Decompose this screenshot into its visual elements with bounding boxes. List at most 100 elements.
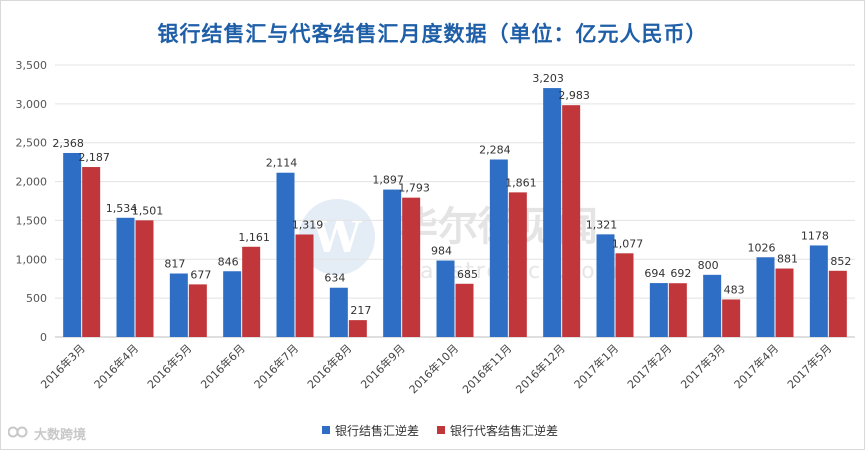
bar-series-2: [455, 283, 474, 337]
legend-swatch: [322, 426, 330, 434]
x-tick-label: 2017年1月: [571, 341, 621, 391]
bar-series-2: [402, 197, 421, 337]
data-label: 1,534: [106, 202, 138, 215]
data-label: 634: [324, 272, 345, 285]
legend-item-series-2: 银行代客结售汇逆差: [437, 422, 558, 439]
bar-series-1: [436, 260, 455, 337]
data-label: 677: [190, 268, 211, 281]
grid: [55, 64, 855, 338]
x-tick-label: 2017年4月: [731, 341, 781, 391]
bar-series-2: [348, 320, 367, 337]
y-tick-label: 0: [40, 331, 47, 344]
data-label: 2,284: [479, 144, 511, 157]
bar-series-2: [668, 283, 687, 337]
bar-series-1: [756, 257, 775, 337]
x-tick-label: 2016年9月: [358, 341, 408, 391]
y-tick-label: 1,000: [16, 253, 48, 266]
data-label: 1,161: [238, 231, 270, 244]
x-tick-label: 2016年6月: [198, 341, 248, 391]
data-label: 1,897: [372, 174, 404, 187]
y-tick-label: 1,500: [16, 214, 48, 227]
x-axis: 2016年3月 2016年4月 2016年5月 2016年6月 2016年7月 2016年…: [38, 341, 835, 396]
x-tick-label: 2016年11月: [459, 341, 514, 396]
bar-series-1: [276, 172, 295, 337]
x-tick-label: 2016年12月: [513, 341, 568, 396]
brand-logo-icon: [7, 425, 30, 443]
bar-series-1: [63, 152, 82, 337]
data-label: 1,501: [132, 204, 164, 217]
x-tick-label: 2017年2月: [624, 341, 674, 391]
bar-series-1: [383, 189, 402, 337]
data-label: 984: [431, 245, 452, 258]
data-label: 217: [350, 304, 371, 317]
bar-series-2: [828, 270, 847, 337]
data-label: 1,321: [586, 218, 618, 231]
bar-series-1: [809, 245, 828, 337]
bar-series-2: [615, 253, 634, 337]
data-label: 1178: [801, 229, 829, 242]
x-tick-label: 2016年10月: [406, 341, 461, 396]
x-tick-label: 2016年5月: [144, 341, 194, 391]
legend-label: 银行结售汇逆差: [335, 423, 420, 438]
data-label: 1,861: [505, 176, 537, 189]
x-tick-label: 2016年3月: [38, 341, 88, 391]
chart-title: 银行结售汇与代客结售汇月度数据（单位：亿元人民币）: [157, 22, 708, 46]
bar-series-1: [223, 271, 242, 337]
bar-series-2: [242, 246, 261, 337]
bar-series-2: [295, 234, 314, 337]
data-label: 1,077: [612, 237, 644, 250]
bar-series-2: [508, 192, 527, 337]
bar-series-1: [329, 287, 348, 337]
x-tick-label: 2016年7月: [251, 341, 301, 391]
bar-series-2: [188, 284, 207, 337]
bar-series-1: [596, 234, 615, 337]
bar-series-2: [562, 105, 581, 337]
bars: [63, 88, 847, 337]
data-label: 852: [830, 255, 851, 268]
legend-label: 银行代客结售汇逆差: [450, 423, 559, 438]
legend-item-series-1: 银行结售汇逆差: [322, 422, 419, 439]
data-label: 1026: [748, 241, 776, 254]
bar-series-1: [543, 88, 562, 337]
y-tick-label: 2,000: [16, 176, 48, 189]
data-label: 2,114: [266, 157, 298, 170]
corner-watermark: 大数跨境: [7, 424, 87, 443]
data-label: 817: [164, 258, 185, 271]
bar-series-2: [82, 167, 101, 337]
corner-watermark-text: 大数跨境: [34, 428, 87, 443]
data-label: 881: [777, 253, 798, 266]
y-tick-label: 3,000: [16, 98, 48, 111]
bar-series-1: [649, 283, 668, 337]
data-label: 685: [457, 268, 478, 281]
legend: 银行结售汇逆差 银行代客结售汇逆差: [322, 421, 558, 439]
bar-series-1: [169, 273, 188, 337]
bar-series-2: [775, 268, 794, 337]
bar-series-1: [489, 159, 508, 337]
data-label: 694: [644, 267, 665, 280]
data-label: 692: [670, 267, 691, 280]
bar-series-2: [722, 299, 741, 337]
data-label: 1,793: [398, 182, 430, 195]
x-tick-label: 2017年3月: [678, 341, 728, 391]
y-axis: 0 500 1,000 1,500 2,000 2,500 3,000 3,500: [16, 59, 48, 344]
data-label: 483: [724, 283, 745, 296]
data-label: 846: [218, 255, 239, 268]
wallstreetcn-logo-icon: [299, 199, 375, 275]
x-tick-label: 2016年8月: [304, 341, 354, 391]
data-label: 3,203: [532, 72, 564, 85]
data-label: 2,187: [78, 151, 110, 164]
x-tick-label: 2016年4月: [91, 341, 141, 391]
data-label: 1,319: [292, 218, 324, 231]
y-tick-label: 3,500: [16, 59, 48, 72]
data-label: 2,368: [52, 137, 84, 150]
legend-swatch: [437, 426, 446, 434]
bar-series-1: [116, 217, 135, 337]
bar-series-1: [703, 274, 722, 337]
data-label: 2,983: [558, 89, 590, 102]
y-tick-label: 500: [26, 292, 47, 305]
y-tick-label: 2,500: [16, 137, 48, 150]
x-tick-label: 2017年5月: [784, 341, 834, 391]
data-label: 800: [698, 259, 719, 272]
